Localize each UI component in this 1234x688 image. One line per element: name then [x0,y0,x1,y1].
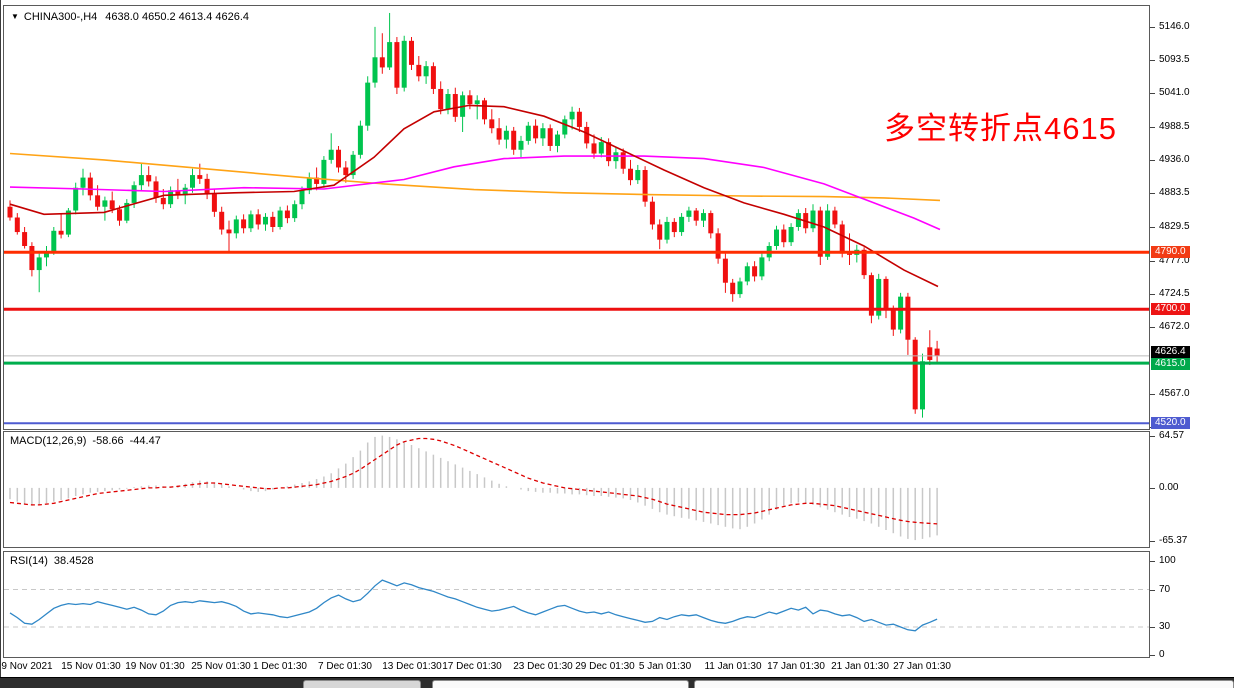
macd-label: MACD(12,26,9) -58.66 -44.47 [10,435,161,447]
moving-averages [9,104,941,288]
axis-tick-label: 5146.0 [1159,21,1190,32]
fast-ma [9,104,939,288]
mid-ma [9,155,941,231]
chart-tab[interactable] [432,680,689,688]
rsi-label: RSI(14) 38.4528 [10,555,94,567]
axis-tick-label: 0 [1159,649,1165,660]
time-axis-label: 11 Jan 01:30 [704,661,762,672]
rsi-line [9,579,938,632]
axis-tick-mark [1150,60,1155,61]
macd-canvas[interactable] [4,432,1149,547]
macd-signal-line [9,437,938,525]
axis-tick-label: 5093.5 [1159,54,1190,65]
axis-tick-mark [1150,488,1155,489]
chart-tabs-strip [0,677,1234,688]
macd-value-2: -44.47 [129,435,161,447]
macd-indicator-panel: MACD(12,26,9) -58.66 -44.47 [3,431,1150,548]
price-flag-4615.0: 4615.0 [1151,358,1190,370]
time-axis-label: 13 Dec 01:30 [382,661,442,672]
axis-tick-mark [1150,294,1155,295]
pivot-point-annotation: 多空转折点4615 [884,111,1117,146]
time-axis-label: 21 Jan 01:30 [831,661,889,672]
main-price-panel: ▼ CHINA300-,H4 4638.0 4650.2 4613.4 4626.4… [3,5,1150,430]
axis-tick-mark [1150,93,1155,94]
axis-tick-mark [1150,193,1155,194]
time-axis-label: 5 Jan 01:30 [638,661,692,672]
time-axis-label: 15 Nov 01:30 [61,661,121,672]
axis-tick-mark [1150,394,1155,395]
axis-tick-label: 4672.0 [1159,321,1190,332]
price-flag-4700.0: 4700.0 [1151,303,1190,315]
axis-tick-label: 4567.0 [1159,388,1190,399]
time-axis-label: 17 Dec 01:30 [442,661,502,672]
price-flag-4520.0: 4520.0 [1151,417,1190,429]
axis-tick-mark [1150,227,1155,228]
time-axis-label: 25 Nov 01:30 [191,661,251,672]
axis-tick-mark [1150,627,1155,628]
axis-tick-mark [1150,655,1155,656]
time-axis-label: 23 Dec 01:30 [513,661,573,672]
axis-tick-label: 0.00 [1159,482,1179,493]
axis-tick-label: 5041.0 [1159,87,1190,98]
chart-tab[interactable] [694,680,1234,688]
axis-tick-mark [1150,27,1155,28]
axis-tick-label: 64.57 [1159,430,1185,441]
rsi-value: 38.4528 [53,555,94,567]
axis-tick-label: -65.37 [1159,535,1188,546]
symbol-timeframe-label: CHINA300-,H4 [23,11,98,23]
axis-tick-label: 4829.5 [1159,221,1190,232]
axis-tick-label: 30 [1159,621,1171,632]
axis-tick-mark [1150,160,1155,161]
axis-tick-label: 4883.5 [1159,187,1190,198]
time-axis-label: 27 Jan 01:30 [893,661,951,672]
axis-tick-label: 70 [1159,584,1171,595]
ohlc-values: 4638.0 4650.2 4613.4 4626.4 [105,11,250,23]
symbol-dropdown-icon[interactable]: ▼ [11,12,19,21]
macd-value-1: -58.66 [92,435,124,447]
axis-tick-label: 100 [1159,555,1176,566]
price-axis[interactable]: 5146.0 5093.5 5041.0 4988.5 4936.0 4883.5 4829… [1150,0,1234,660]
horizontal-levels [4,250,1149,425]
time-axis-label: 29 Dec 01:30 [575,661,635,672]
axis-tick-mark [1150,561,1155,562]
axis-tick-label: 4988.5 [1159,121,1190,132]
axis-tick-mark [1150,541,1155,542]
axis-tick-label: 4777.0 [1159,255,1190,266]
time-axis-label: 7 Dec 01:30 [318,661,372,672]
time-axis-label: 9 Nov 2021 [1,661,53,672]
slow-ma [9,152,941,202]
main-chart-canvas[interactable] [4,6,1149,429]
candles [7,12,940,418]
axis-tick-mark [1150,261,1155,262]
price-flag-4790.0: 4790.0 [1151,246,1190,258]
time-axis-label: 1 Dec 01:30 [253,661,307,672]
axis-tick-mark [1150,590,1155,591]
time-axis[interactable]: 9 Nov 2021 15 Nov 01:30 19 Nov 01:30 25 Nov… [0,659,1150,676]
rsi-indicator-panel: RSI(14) 38.4528 [3,551,1150,658]
chart-tab[interactable] [303,680,421,688]
axis-tick-mark [1150,327,1155,328]
time-axis-label: 19 Nov 01:30 [125,661,185,672]
axis-tick-label: 4724.5 [1159,288,1190,299]
rsi-canvas[interactable] [4,552,1149,657]
axis-tick-mark [1150,436,1155,437]
time-axis-label: 17 Jan 01:30 [767,661,825,672]
axis-tick-label: 4936.0 [1159,154,1190,165]
axis-tick-mark [1150,127,1155,128]
price-flag-4626.4: 4626.4 [1151,346,1190,358]
window-left-border [0,0,1,677]
chart-header: ▼ CHINA300-,H4 4638.0 4650.2 4613.4 4626.4 [11,11,249,23]
